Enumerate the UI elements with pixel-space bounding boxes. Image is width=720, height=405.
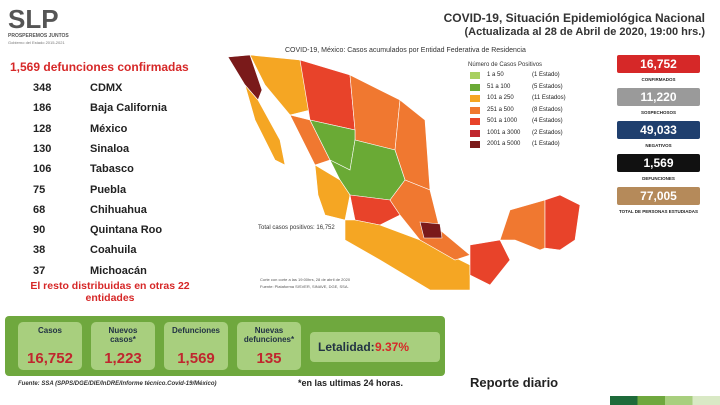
death-state: Sinaloa xyxy=(90,142,130,155)
summary-label: Defunciones xyxy=(171,326,220,335)
legend-count: (5 Estados) xyxy=(532,83,563,90)
stat-label: SOSPECHOSOS xyxy=(640,110,676,115)
death-count: 38 xyxy=(33,244,46,257)
summary-label: Nuevos casos* xyxy=(108,326,138,344)
legend-range: 251 a 500 xyxy=(487,106,514,113)
legend-title: Número de Casos Positivos xyxy=(468,62,543,68)
legend-count: (8 Estados) xyxy=(532,106,563,113)
state xyxy=(389,179,471,261)
legend-count: (2 Estados) xyxy=(532,129,563,136)
lethality-value: 9.37% xyxy=(375,340,410,354)
death-count: 106 xyxy=(33,163,52,176)
stat-value: 16,752 xyxy=(617,55,700,73)
state xyxy=(419,221,443,239)
map-total: Total casos positivos: 16,752 xyxy=(258,225,335,231)
logo-sub: Gobierno del Estado 2015-2021 xyxy=(8,40,65,45)
legend-count: (1 Estado) xyxy=(532,72,560,78)
map-source: Fuente: Plataforma SISVER, SINAVE, DGE, … xyxy=(260,284,349,289)
stat-value: 77,005 xyxy=(617,187,700,205)
report: Reporte diario xyxy=(470,375,559,390)
legend-swatch xyxy=(470,72,480,79)
death-count: 130 xyxy=(33,142,52,155)
summary-label: Casos xyxy=(37,326,62,335)
map-cutoff: Corte con corte a las 19:00hrs, 28 de ab… xyxy=(260,277,351,282)
legend-count: (11 Estados) xyxy=(532,95,566,101)
summary-box: Nuevos casos* 1,223 xyxy=(91,322,155,370)
legend-range: 2001 a 5000 xyxy=(487,141,521,147)
legend-range: 51 a 100 xyxy=(487,83,511,90)
summary-value: 16,752 xyxy=(27,350,73,367)
stat-value: 1,569 xyxy=(617,154,700,172)
legend-range: 101 a 250 xyxy=(487,95,514,101)
source: Fuente: SSA (SPPS/DGE/DIE/InDRE/Informe … xyxy=(18,381,217,387)
subtitle: (Actualizada al 28 de Abril de 2020, 19:… xyxy=(464,26,705,38)
legend-range: 1 a 50 xyxy=(487,72,504,78)
map-title: COVID-19, México: Casos acumulados por E… xyxy=(285,47,526,54)
stat-value: 11,220 xyxy=(617,88,700,106)
legend-swatch xyxy=(470,106,480,114)
death-state: Michoacán xyxy=(90,264,147,277)
summary-box: Defunciones 1,569 xyxy=(164,322,228,370)
legend-range: 1001 a 3000 xyxy=(487,129,521,136)
state xyxy=(249,54,311,116)
map xyxy=(227,54,581,291)
lethality-label: Letalidad: xyxy=(318,340,375,354)
state xyxy=(349,194,401,226)
state xyxy=(227,54,263,101)
death-count: 68 xyxy=(33,203,46,216)
death-state: Tabasco xyxy=(90,163,134,176)
death-count: 128 xyxy=(33,122,52,135)
summary-label: Nuevas defunciones* xyxy=(243,326,295,344)
logo-motto: PROSPEREMOS JUNTOS xyxy=(8,33,69,39)
footnote: *en las ultimas 24 horas. xyxy=(298,378,404,388)
death-state: Baja California xyxy=(90,102,168,115)
summary-value: 135 xyxy=(256,350,282,367)
summary-box: Nuevas defunciones* 135 xyxy=(237,322,301,370)
death-state: Chihuahua xyxy=(90,203,147,216)
death-state: Puebla xyxy=(90,183,127,196)
stat-value: 49,033 xyxy=(617,121,700,139)
stat-label: TOTAL DE PERSONAS ESTUDIADAS xyxy=(618,209,698,214)
state xyxy=(349,74,401,151)
stat-label: CONFIRMADOS xyxy=(641,77,676,82)
legend-count: (4 Estados) xyxy=(532,118,563,124)
death-state: Quintana Roo xyxy=(90,224,163,237)
legend-swatch xyxy=(470,118,480,125)
logo: SLP xyxy=(8,4,59,34)
legend-range: 501 a 1000 xyxy=(487,118,518,124)
stat-label: DEFUNCIONES xyxy=(642,176,675,181)
state xyxy=(469,239,511,286)
state xyxy=(544,194,581,251)
state xyxy=(499,199,546,251)
stat-label: NEGATIVOS xyxy=(645,143,672,148)
lethality-box xyxy=(310,332,440,362)
summary-value: 1,569 xyxy=(177,350,215,367)
legend-swatch xyxy=(470,129,480,137)
legend-swatch xyxy=(470,141,480,148)
death-count: 75 xyxy=(33,183,46,196)
legend-count: (1 Estado) xyxy=(532,141,560,147)
title: COVID-19, Situación Epidemiológica Nacio… xyxy=(443,11,705,25)
death-state: CDMX xyxy=(90,82,123,94)
death-state: México xyxy=(90,122,128,135)
state xyxy=(244,84,286,166)
legend-swatch xyxy=(470,95,480,102)
death-count: 186 xyxy=(33,102,52,115)
deaths-note: El resto distribuidas en otras 22 entida… xyxy=(30,280,190,304)
state xyxy=(344,219,471,291)
death-count: 348 xyxy=(33,82,52,94)
summary-box: Casos 16,752 xyxy=(18,322,82,370)
death-count: 90 xyxy=(33,224,46,237)
decor-stripe xyxy=(610,396,720,405)
summary-value: 1,223 xyxy=(104,350,142,367)
legend-swatch xyxy=(470,83,480,91)
deaths-title: 1,569 defunciones confirmadas xyxy=(10,60,189,74)
death-count: 37 xyxy=(33,264,46,277)
death-state: Coahuila xyxy=(90,244,137,257)
